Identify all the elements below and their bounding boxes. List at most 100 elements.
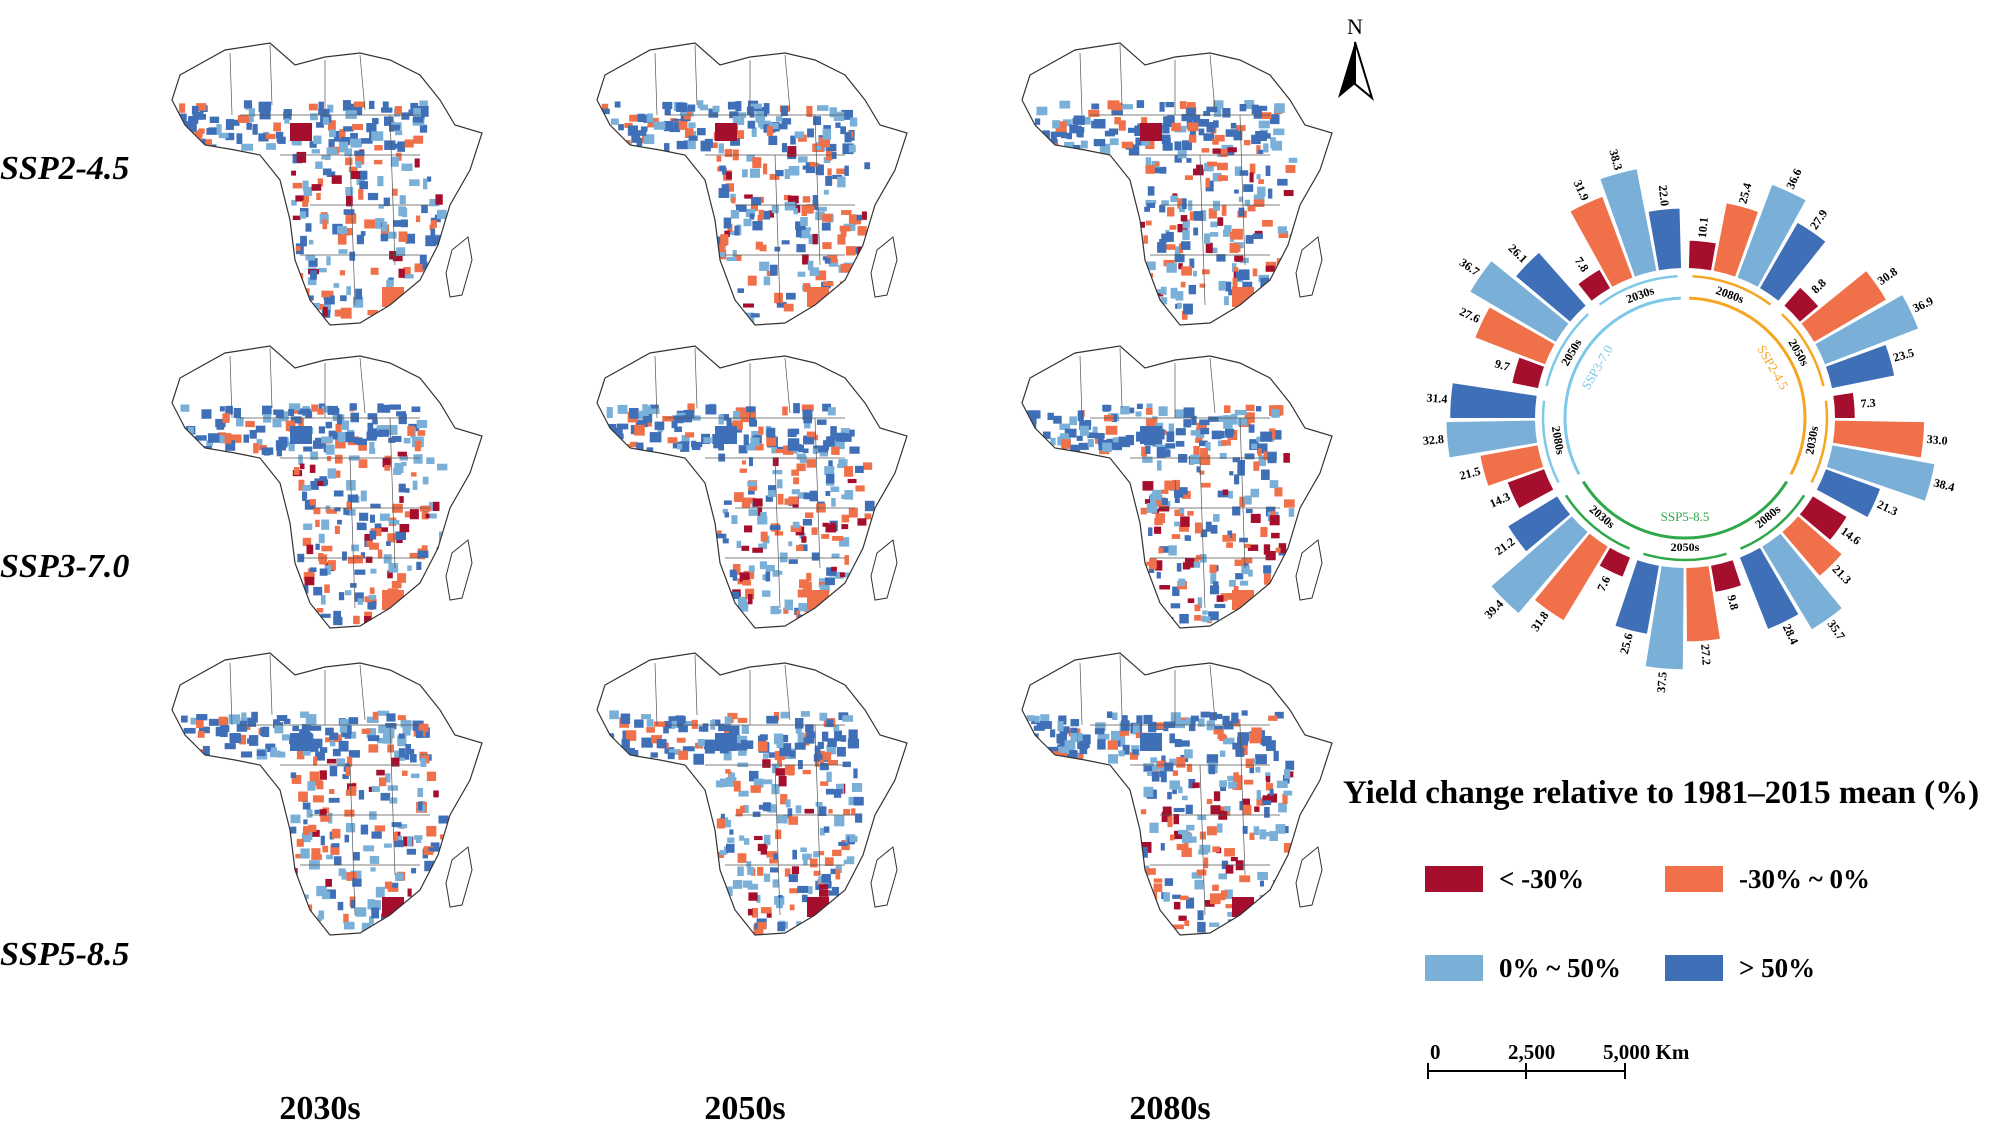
- period-label: 2050s: [1785, 336, 1812, 368]
- period-label: 2050s: [1558, 336, 1585, 368]
- bar: [1578, 269, 1610, 301]
- bar-value-label: 31.4: [1426, 391, 1448, 407]
- period-arc: [1810, 400, 1829, 484]
- bar: [1816, 469, 1880, 518]
- bar-value-label: 38.4: [1932, 476, 1956, 495]
- row-label-ssp370: SSP3-7.0: [0, 548, 130, 585]
- bar: [1645, 566, 1684, 670]
- scenario-arc: [1563, 296, 1681, 476]
- bar: [1760, 222, 1826, 301]
- scale-label-0: 0: [1430, 1040, 1441, 1064]
- bar-value-label: 7.6: [1594, 574, 1613, 594]
- legend-label: 0% ~ 50%: [1499, 952, 1622, 983]
- row-label-ssp585: SSP5-8.5: [0, 936, 130, 973]
- bar-value-label: 32.8: [1422, 432, 1444, 448]
- bar-value-label: 21.2: [1492, 534, 1517, 558]
- bar-value-label: 27.2: [1698, 643, 1714, 665]
- col-label-2030s: 2030s: [279, 1090, 361, 1127]
- bar-value-label: 39.4: [1481, 597, 1506, 622]
- bar: [1825, 344, 1895, 389]
- bar: [1799, 496, 1847, 540]
- bar: [1615, 560, 1659, 634]
- bar-value-label: 38.3: [1606, 148, 1625, 172]
- legend-title: Yield change relative to 1981–2015 mean …: [1343, 775, 1980, 811]
- bar-value-label: 33.0: [1926, 432, 1948, 448]
- bar: [1534, 533, 1608, 621]
- scenario-arc: [1689, 296, 1807, 476]
- bar: [1686, 566, 1720, 642]
- bar-value-label: 36.6: [1783, 166, 1805, 191]
- bar-value-label: 26.1: [1506, 241, 1531, 266]
- bar: [1832, 420, 1925, 458]
- bar-value-label: 21.3: [1875, 497, 1900, 518]
- bar: [1711, 560, 1741, 592]
- legend-item-gt-50: > 50%: [1665, 951, 1815, 985]
- bar-value-label: 7.8: [1572, 254, 1592, 274]
- bar-value-label: 35.7: [1825, 617, 1849, 642]
- bar: [1648, 208, 1682, 271]
- bar-value-label: 22.0: [1656, 184, 1672, 206]
- map-panel-ssp370-2050s: [545, 308, 945, 638]
- bar-value-label: 28.4: [1780, 622, 1802, 647]
- legend-item-0-50: 0% ~ 50%: [1425, 951, 1621, 985]
- period-arc: [1780, 313, 1825, 387]
- bar: [1826, 445, 1935, 501]
- col-label-2050s: 2050s: [704, 1090, 786, 1127]
- radial-bar-chart: SSP2-4.5 SSP5-8.5 SSP3-7.0 2080s 10.1 25.4 36.…: [1422, 148, 1956, 694]
- legend-item-neg30-0: -30% ~ 0%: [1665, 862, 1870, 896]
- bar: [1508, 496, 1571, 552]
- bar: [1446, 420, 1538, 458]
- bar-value-label: 10.1: [1695, 216, 1711, 238]
- period-arc: [1643, 552, 1727, 562]
- period-arc: [1739, 494, 1806, 550]
- bar: [1688, 240, 1716, 271]
- bar-value-label: 23.5: [1892, 345, 1916, 364]
- map-panel-ssp245-2050s: [545, 5, 945, 335]
- bar: [1475, 307, 1555, 365]
- bar: [1599, 547, 1631, 577]
- bar: [1491, 516, 1588, 613]
- bar-value-label: 31.9: [1571, 178, 1593, 203]
- period-arc: [1692, 274, 1772, 306]
- map-panel-ssp245-2080s: [970, 5, 1370, 335]
- bar-value-label: 21.3: [1829, 562, 1854, 587]
- period-label: 2080s: [1752, 502, 1783, 531]
- bar: [1570, 196, 1633, 287]
- map-panel-ssp585-2080s: [970, 615, 1370, 945]
- map-panel-ssp370-2030s: [120, 308, 520, 638]
- legend-swatch: [1665, 866, 1723, 892]
- bar-value-label: 14.6: [1838, 524, 1863, 548]
- bar-value-label: 31.8: [1528, 609, 1552, 634]
- legend-label: -30% ~ 0%: [1739, 863, 1871, 894]
- bar-value-label: 37.5: [1654, 671, 1670, 693]
- bar: [1762, 533, 1842, 630]
- bar: [1784, 287, 1819, 322]
- bar: [1512, 357, 1545, 389]
- scale-label-5000: 5,000 Km: [1603, 1040, 1690, 1064]
- legend-swatch: [1665, 955, 1723, 981]
- bar-value-label: 30.8: [1875, 264, 1900, 287]
- period-label: 2030s: [1802, 425, 1821, 456]
- legend-label: > 50%: [1739, 952, 1816, 983]
- bar: [1516, 252, 1586, 322]
- scenario-label: SSP2-4.5: [1754, 342, 1791, 392]
- bar-value-label: 21.5: [1458, 464, 1482, 483]
- legend-item-lt-30: < -30%: [1425, 862, 1584, 896]
- bar: [1470, 261, 1569, 342]
- bar-value-label: 25.4: [1735, 181, 1754, 205]
- scenario-label: SSP5-8.5: [1661, 509, 1710, 524]
- bar: [1480, 445, 1544, 486]
- period-label: 2050s: [1671, 540, 1700, 554]
- map-panel-ssp370-2080s: [970, 308, 1370, 638]
- bar: [1507, 469, 1554, 508]
- scale-label-2500: 2,500: [1508, 1040, 1556, 1064]
- north-arrow-icon: N: [1338, 14, 1374, 101]
- period-arc: [1564, 494, 1631, 550]
- bar-value-label: 27.6: [1457, 304, 1482, 326]
- row-label-ssp245: SSP2-4.5: [0, 150, 130, 187]
- bar: [1782, 516, 1842, 576]
- map-panel-ssp245-2030s: [120, 5, 520, 335]
- bar-value-label: 25.6: [1617, 632, 1636, 656]
- bar: [1713, 203, 1758, 277]
- bar-value-label: 9.7: [1493, 356, 1511, 374]
